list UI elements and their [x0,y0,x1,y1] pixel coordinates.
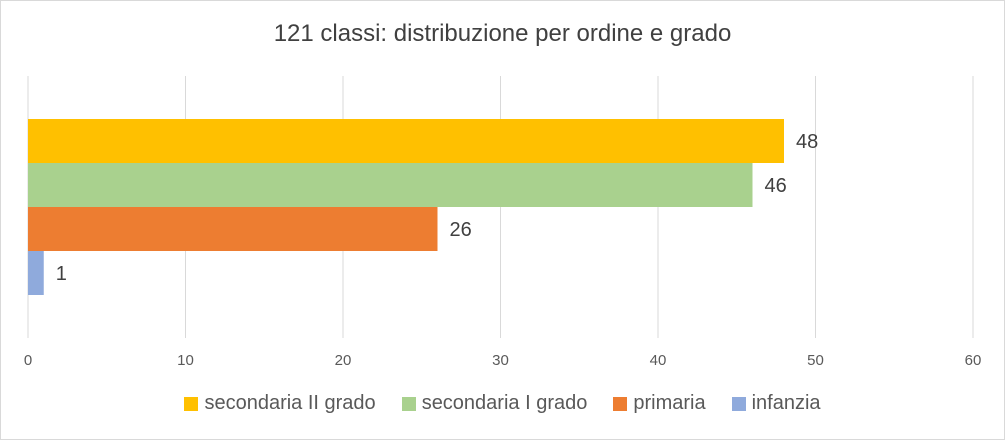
data-label: 46 [765,175,787,197]
x-tick-label: 20 [335,352,352,369]
legend-swatch [613,396,628,411]
data-label: 48 [796,131,818,153]
legend-swatch [401,396,416,411]
bar-primaria [28,207,438,251]
bar-secondaria-II-grado [28,119,784,163]
legend-swatch [184,396,199,411]
x-tick-label: 0 [24,352,32,369]
bar-infanzia [28,251,44,295]
data-label: 26 [450,219,472,241]
x-tick-label: 60 [965,352,982,369]
x-tick-label: 30 [492,352,509,369]
data-label: 1 [56,263,67,285]
data-labels: 48 46 26 1 [56,131,819,285]
chart-title: 121 classi: distribuzione per ordine e g… [273,20,732,47]
legend-label: secondaria I grado [421,392,588,414]
legend-label: secondaria II grado [204,392,376,414]
bars [28,119,784,295]
legend-label: primaria [633,392,706,414]
legend-label: infanzia [751,392,821,414]
legend-item: infanzia [731,392,821,415]
x-tick-label: 40 [650,352,667,369]
legend: secondaria II grado secondaria I grado pri… [0,392,1005,415]
legend-item: secondaria II grado [184,392,376,415]
x-axis-ticks: 0 10 20 30 40 50 60 [24,352,982,369]
x-tick-label: 10 [177,352,194,369]
bar-secondaria-I-grado [28,163,753,207]
legend-swatch [731,396,746,411]
legend-item: primaria [613,392,706,415]
x-tick-label: 50 [807,352,824,369]
legend-item: secondaria I grado [401,392,588,415]
